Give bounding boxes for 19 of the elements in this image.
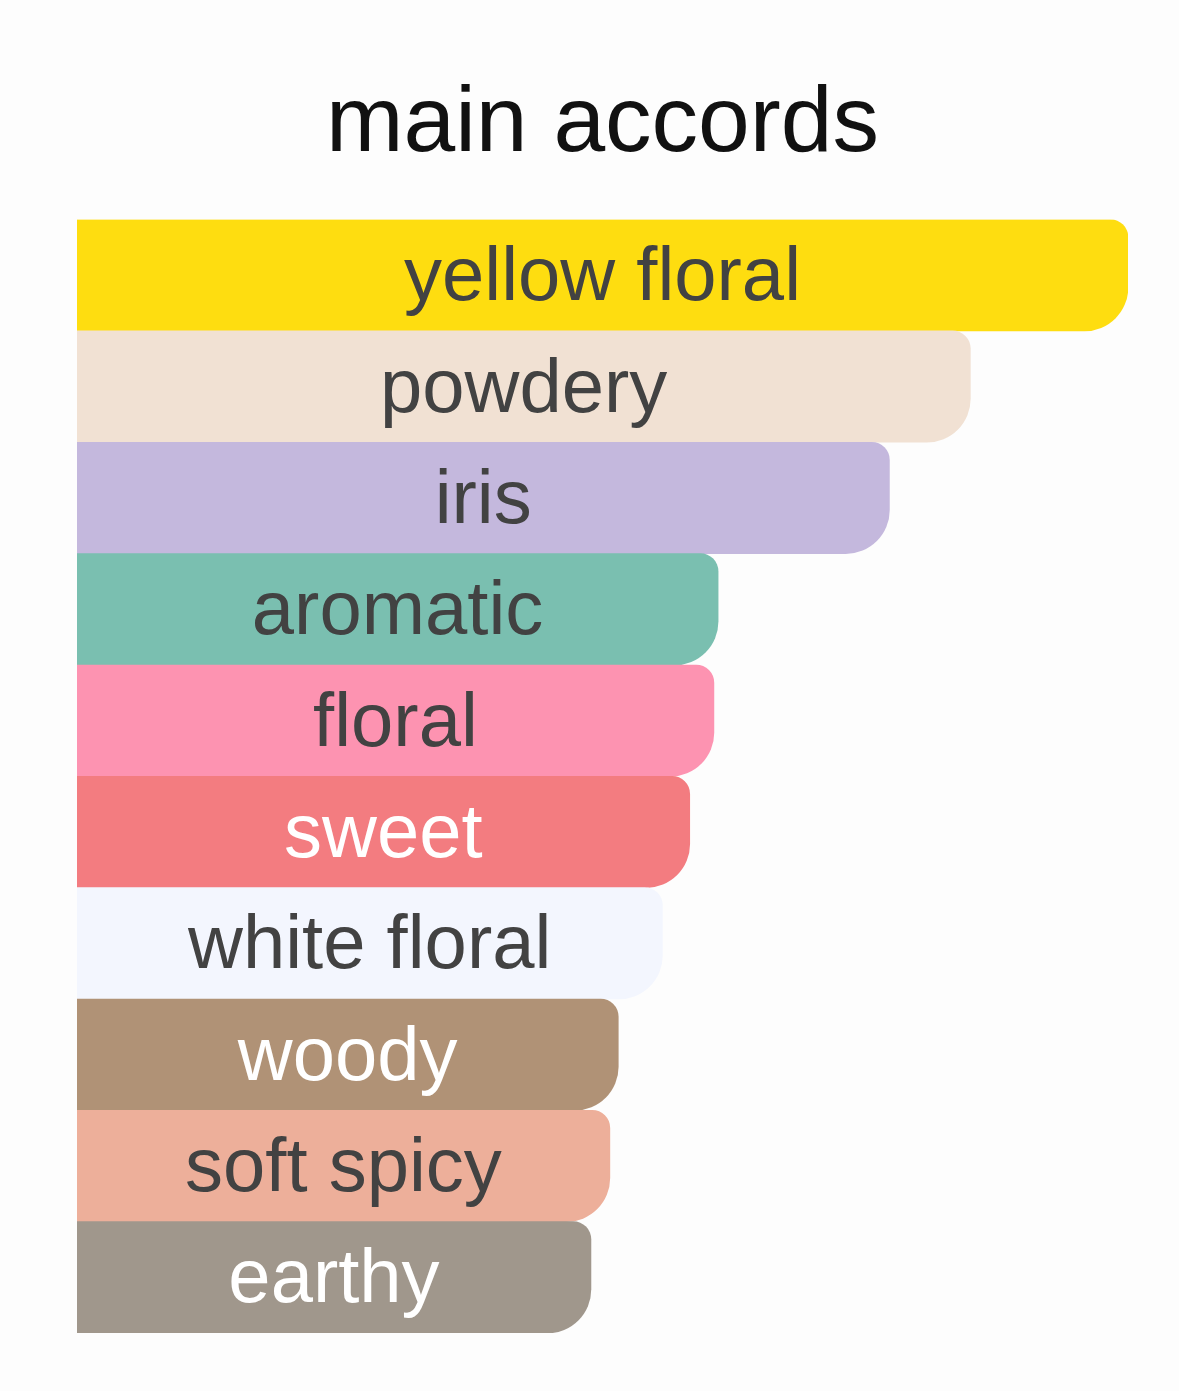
y-tick-label: white floral — [187, 899, 552, 985]
bar — [77, 441, 890, 554]
y-tick-label: floral — [313, 676, 478, 762]
bar — [77, 998, 619, 1111]
chart-title: main accords — [325, 67, 880, 172]
bar — [77, 1221, 592, 1333]
y-tick-label: woody — [236, 1010, 458, 1096]
y-tick-label: iris — [434, 453, 532, 539]
y-tick-label: sweet — [284, 787, 483, 873]
y-tick-label: powdery — [380, 342, 668, 428]
bar — [77, 775, 691, 888]
y-tick-label: yellow floral — [403, 231, 802, 317]
bar — [77, 219, 1128, 332]
y-tick-label: soft spicy — [185, 1121, 502, 1207]
bar — [77, 664, 715, 777]
bar — [77, 330, 971, 443]
y-tick-label: aromatic — [251, 565, 544, 651]
y-tick-label: earthy — [228, 1233, 440, 1319]
bar — [77, 553, 719, 666]
